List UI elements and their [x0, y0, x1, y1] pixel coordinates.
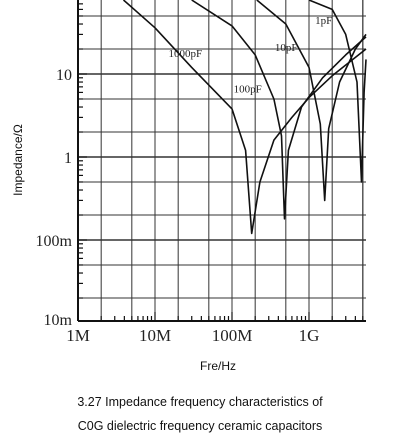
- x-tick-label: 10M: [139, 326, 171, 345]
- curve-100pF: [191, 0, 367, 220]
- figure-caption-line-1: 3.27 Impedance frequency characteristics…: [77, 395, 323, 409]
- curve-label-100pF: 100pF: [234, 83, 262, 95]
- y-tick-label: 1: [64, 150, 72, 167]
- curve-label-1000pF: 1000pF: [169, 48, 203, 60]
- y-tick-label: 10: [56, 67, 72, 84]
- x-tick-label: 100M: [212, 326, 253, 345]
- curve-10pF: [256, 0, 367, 202]
- x-tick-label: 1M: [66, 326, 90, 345]
- curve-1pF: [308, 0, 367, 183]
- y-tick-label: 10m: [44, 312, 73, 329]
- curves: [122, 0, 367, 235]
- y-tick-label: 100m: [36, 233, 73, 250]
- y-axis-label: Impedance/Ω: [11, 124, 25, 196]
- x-axis-label: Fre/Hz: [200, 359, 236, 373]
- grid-lines: [78, 0, 366, 321]
- curve-label-10pF: 10pF: [275, 42, 298, 54]
- curve-labels: 1000pF 100pF 10pF 1pF: [169, 15, 333, 95]
- x-tick-label: 1G: [299, 326, 320, 345]
- axes: [77, 0, 366, 322]
- curve-label-1pF: 1pF: [315, 15, 332, 27]
- figure-caption-line-2: C0G dielectric frequency ceramic capacit…: [77, 419, 323, 433]
- curve-1000pF: [122, 0, 367, 235]
